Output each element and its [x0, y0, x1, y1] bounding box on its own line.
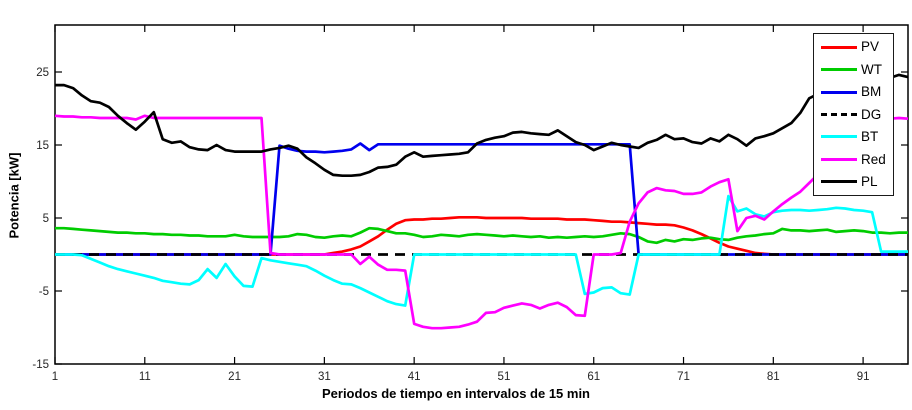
- legend-line-sample: [821, 90, 857, 94]
- legend-line-sample: [821, 112, 857, 116]
- x-tick-label: 61: [587, 371, 600, 383]
- y-tick-label: 25: [36, 67, 49, 79]
- y-axis-label: Potencia [kW]: [6, 152, 22, 239]
- legend-item-WT: WT: [821, 59, 893, 80]
- series-Red: [54, 114, 909, 330]
- x-tick-label: 11: [139, 371, 151, 383]
- legend-item-DG: DG: [821, 104, 893, 125]
- x-tick-label: 51: [498, 371, 511, 383]
- legend-line-sample: [821, 157, 857, 161]
- legend-item-PV: PV: [821, 37, 893, 58]
- series-BM: [55, 142, 908, 256]
- x-tick-label: 71: [677, 371, 690, 383]
- x-tick-label: 81: [767, 371, 780, 383]
- x-tick-label: 21: [228, 371, 241, 383]
- x-tick-label: 31: [318, 371, 331, 383]
- legend-item-BT: BT: [821, 126, 893, 147]
- y-tick-label: -15: [32, 359, 49, 371]
- series-WT: [55, 226, 908, 245]
- legend-item-Red: Red: [821, 149, 893, 170]
- legend-line-sample: [821, 68, 857, 72]
- y-tick-label: 15: [36, 140, 49, 152]
- legend-item-BM: BM: [821, 82, 893, 103]
- legend-line-sample: [821, 180, 857, 184]
- legend-label: WT: [861, 61, 882, 77]
- legend-label: Red: [861, 151, 886, 167]
- legend-label: PL: [861, 173, 878, 189]
- legend: PV WT BM DG BT Red PL: [813, 33, 894, 196]
- x-tick-label: 91: [857, 371, 870, 383]
- y-tick-label: 5: [43, 213, 49, 225]
- legend-label: BM: [861, 84, 882, 100]
- legend-label: BT: [861, 129, 879, 145]
- plot-border: [54, 24, 909, 365]
- legend-label: DG: [861, 106, 882, 122]
- legend-label: PV: [861, 39, 880, 55]
- y-tick-label: -5: [39, 286, 49, 298]
- x-tick-label: 1: [52, 371, 58, 383]
- legend-line-sample: [821, 135, 857, 139]
- series-PL: [55, 73, 909, 178]
- x-axis-label: Periodos de tiempo en intervalos de 15 m…: [321, 386, 591, 401]
- legend-line-sample: [821, 45, 857, 49]
- series-BT: [55, 194, 908, 307]
- legend-item-PL: PL: [821, 171, 893, 192]
- x-tick-label: 41: [408, 371, 421, 383]
